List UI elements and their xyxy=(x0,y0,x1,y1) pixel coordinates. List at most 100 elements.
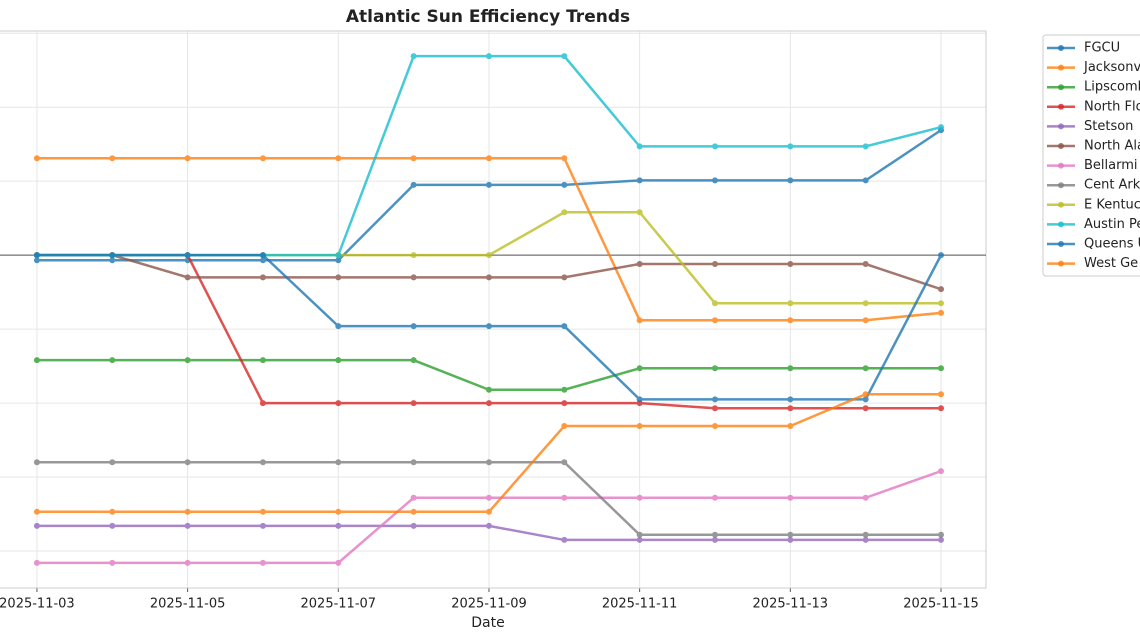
point xyxy=(787,423,794,430)
point xyxy=(410,494,417,501)
point xyxy=(184,252,191,259)
point xyxy=(862,300,869,307)
point xyxy=(109,508,116,515)
series xyxy=(33,252,945,403)
point xyxy=(259,357,266,364)
point xyxy=(485,155,492,162)
point xyxy=(410,357,417,364)
point xyxy=(184,155,191,162)
plot-frame xyxy=(0,30,987,589)
point xyxy=(636,177,643,184)
legend-marker xyxy=(1058,143,1064,149)
legend-label: North Ala xyxy=(1084,139,1140,154)
point xyxy=(335,559,342,566)
point xyxy=(938,286,945,293)
point xyxy=(636,531,643,538)
x-tick-label: 2025-11-11 xyxy=(602,597,678,612)
point xyxy=(938,365,945,372)
point xyxy=(33,257,40,264)
point xyxy=(938,391,945,398)
point xyxy=(335,323,342,330)
point xyxy=(561,274,568,281)
point xyxy=(109,559,116,566)
legend-marker xyxy=(1058,84,1064,91)
point xyxy=(862,261,869,268)
point xyxy=(184,559,191,566)
point xyxy=(711,536,718,543)
legend-label: Cent Ark xyxy=(1084,178,1140,193)
legend-marker xyxy=(1058,201,1064,208)
point xyxy=(787,143,794,150)
point xyxy=(787,300,794,307)
point xyxy=(938,300,945,307)
series xyxy=(33,155,945,324)
point xyxy=(862,391,869,398)
point xyxy=(485,522,492,529)
point xyxy=(787,396,794,403)
point xyxy=(259,257,266,264)
x-tick-label: 2025-11-09 xyxy=(451,597,527,612)
point xyxy=(109,459,116,466)
series xyxy=(33,459,945,538)
point xyxy=(561,53,568,60)
legend-marker xyxy=(1058,123,1064,130)
point xyxy=(787,177,794,184)
point xyxy=(33,357,40,364)
legend-label: Lipscomb xyxy=(1084,80,1140,95)
point xyxy=(787,536,794,543)
point xyxy=(938,405,945,412)
point xyxy=(410,459,417,466)
point xyxy=(485,494,492,501)
point xyxy=(711,396,718,403)
point xyxy=(485,386,492,393)
legend-marker xyxy=(1058,241,1064,247)
legend-label: North Flo xyxy=(1084,99,1140,114)
point xyxy=(335,459,342,466)
legend-label: Jacksonv xyxy=(1083,60,1140,75)
point xyxy=(711,261,718,268)
point xyxy=(259,252,266,259)
point xyxy=(862,536,869,543)
point xyxy=(938,124,945,131)
point xyxy=(938,531,945,538)
point xyxy=(561,386,568,393)
point xyxy=(410,323,417,330)
point xyxy=(410,522,417,529)
legend-label: Bellarmi xyxy=(1084,158,1138,173)
point xyxy=(410,155,417,162)
legend-label: Austin Pe xyxy=(1084,217,1140,232)
point xyxy=(485,400,492,407)
legend-marker xyxy=(1058,260,1064,267)
legend-frame xyxy=(1042,34,1140,277)
legend: FGCU Jacksonv Lipscomb North Flo Stetson Nort… xyxy=(1042,34,1140,277)
point xyxy=(109,257,116,264)
point xyxy=(711,423,718,430)
point xyxy=(33,559,40,566)
point xyxy=(711,143,718,150)
point xyxy=(636,494,643,501)
x-tick-label: 2025-11-05 xyxy=(150,597,226,612)
point xyxy=(485,508,492,515)
point xyxy=(410,181,417,188)
point xyxy=(561,536,568,543)
series xyxy=(33,357,945,393)
legend-label: E Kentuc xyxy=(1084,197,1140,212)
point xyxy=(33,522,40,529)
point xyxy=(561,400,568,407)
point xyxy=(938,252,945,259)
point xyxy=(335,257,342,264)
point xyxy=(561,181,568,188)
series xyxy=(33,468,945,566)
point xyxy=(184,508,191,515)
point xyxy=(561,155,568,162)
point xyxy=(33,252,40,259)
legend-marker xyxy=(1058,162,1064,169)
point xyxy=(33,155,40,162)
point xyxy=(259,508,266,515)
point xyxy=(862,531,869,538)
x-tick-label: 2025-11-07 xyxy=(301,597,377,612)
point xyxy=(938,468,945,475)
point xyxy=(259,274,266,281)
point xyxy=(787,317,794,324)
point xyxy=(711,405,718,412)
